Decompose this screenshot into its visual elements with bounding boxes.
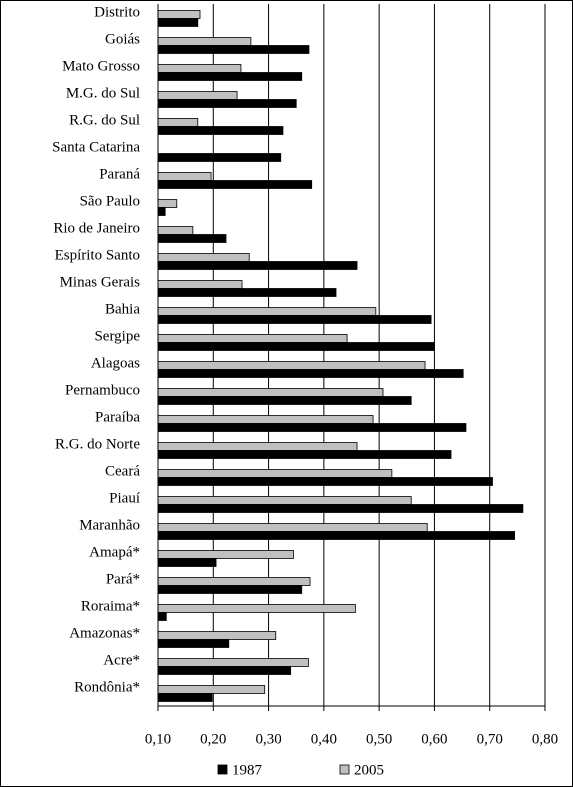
y-tick-label: Amapá*	[89, 544, 140, 560]
y-tick-label: Mato Grosso	[62, 58, 140, 74]
legend-label: 1987	[232, 762, 263, 778]
bar	[157, 361, 426, 370]
bar	[157, 118, 199, 127]
bar	[157, 288, 337, 297]
bar	[157, 585, 303, 594]
bar	[157, 126, 284, 135]
bar	[157, 280, 243, 289]
bar	[157, 658, 309, 667]
bar	[157, 334, 348, 343]
y-tick-label: Sergipe	[94, 328, 140, 344]
bar	[157, 64, 242, 73]
y-tick-label: Espírito Santo	[55, 247, 140, 263]
y-tick-label: Goiás	[105, 31, 140, 47]
legend-swatch	[339, 764, 350, 775]
y-tick-label: R.G. do Norte	[55, 436, 140, 452]
legend-swatch	[217, 764, 228, 775]
bar	[157, 18, 199, 27]
y-tick-label: Distrito	[94, 4, 140, 20]
bar	[157, 72, 303, 81]
bar	[157, 469, 393, 478]
y-tick-label: Acre*	[103, 652, 140, 668]
bar	[157, 369, 464, 378]
bar	[157, 226, 194, 235]
bar	[157, 315, 432, 324]
bar	[157, 450, 452, 459]
bar	[157, 207, 166, 216]
y-tick-label: Paraíba	[95, 409, 140, 425]
bar	[157, 234, 227, 243]
bar	[157, 423, 467, 432]
bar	[157, 504, 524, 513]
y-tick-label: Alagoas	[91, 355, 140, 371]
bar	[157, 199, 178, 208]
bar	[157, 415, 374, 424]
x-tick-label: 0,30	[255, 731, 281, 747]
y-tick-label: R.G. do Sul	[69, 112, 140, 128]
y-tick-label: Pernambuco	[65, 382, 140, 398]
bar	[157, 442, 358, 451]
y-tick-label: Roraima*	[81, 598, 140, 614]
bar	[157, 550, 294, 559]
bar	[157, 531, 515, 540]
x-tick-label: 0,50	[366, 731, 392, 747]
legend-label: 2005	[354, 762, 384, 778]
y-tick-label: Pará*	[106, 571, 140, 587]
bar	[157, 10, 201, 19]
bar	[157, 253, 250, 262]
y-tick-label: Minas Gerais	[60, 274, 141, 290]
bar	[157, 693, 213, 702]
bar	[157, 685, 266, 694]
bar	[157, 307, 377, 316]
bar	[157, 631, 277, 640]
y-tick-label: Bahia	[105, 301, 140, 317]
bar	[157, 523, 428, 532]
y-tick-label: Rio de Janeiro	[53, 220, 140, 236]
bar	[157, 666, 292, 675]
x-tick-label: 0,60	[421, 731, 447, 747]
bar	[157, 396, 412, 405]
bar	[157, 261, 358, 270]
x-tick-label: 0,40	[311, 731, 337, 747]
y-tick-label: Santa Catarina	[52, 139, 140, 155]
x-tick-label: 0,70	[477, 731, 503, 747]
y-tick-label: Rondônia*	[74, 679, 140, 695]
bar	[157, 180, 313, 189]
bar	[157, 604, 356, 613]
y-tick-label: Ceará	[105, 463, 140, 479]
bar	[157, 477, 493, 486]
bar	[157, 153, 282, 162]
bar	[157, 172, 212, 181]
bar	[157, 496, 412, 505]
bar	[157, 91, 238, 100]
x-tick-label: 0,20	[200, 731, 226, 747]
x-tick-label: 0,80	[532, 731, 558, 747]
bar	[157, 37, 252, 46]
bar	[157, 45, 310, 54]
bar	[157, 577, 311, 586]
y-tick-label: M.G. do Sul	[66, 85, 140, 101]
y-tick-label: Maranhão	[79, 517, 140, 533]
y-tick-label: Piauí	[109, 490, 140, 506]
y-tick-label: Amazonas*	[69, 625, 140, 641]
bar	[157, 639, 230, 648]
y-tick-label: São Paulo	[80, 193, 140, 209]
bar	[157, 612, 167, 621]
x-tick-label: 0,10	[145, 731, 171, 747]
bar	[157, 558, 217, 567]
bar	[157, 388, 384, 397]
bar	[157, 99, 297, 108]
bar	[157, 342, 435, 351]
y-tick-label: Paraná	[99, 166, 140, 182]
